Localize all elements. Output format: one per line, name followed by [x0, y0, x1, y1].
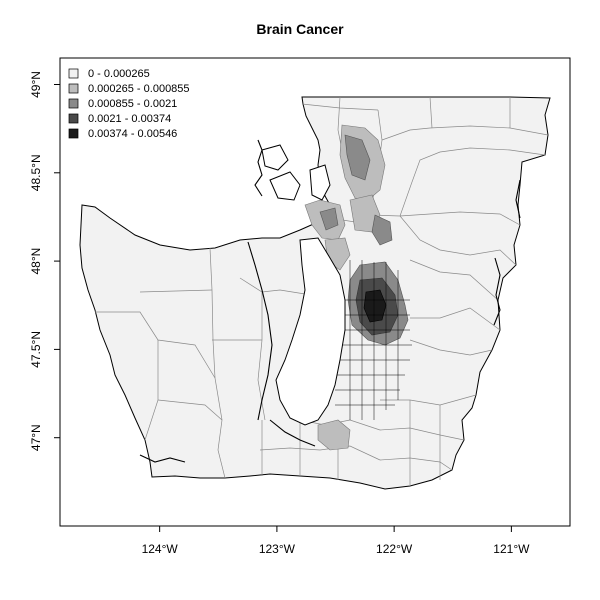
- y-tick-label: 48°N: [29, 248, 43, 275]
- urban-tract-lines: [335, 260, 412, 420]
- legend-swatch: [68, 98, 79, 109]
- legend-label: 0.000265 - 0.000855: [88, 83, 190, 95]
- x-tick-label: 121°W: [493, 542, 530, 556]
- y-tick-label: 47.5°N: [29, 331, 43, 368]
- legend-item: 0.000855 - 0.0021: [68, 98, 177, 110]
- y-tick-label: 47°N: [29, 424, 43, 451]
- legend-label: 0.0021 - 0.00374: [88, 113, 171, 125]
- legend-swatch: [68, 113, 79, 124]
- legend: 0 - 0.000265 0.000265 - 0.000855 0.00085…: [68, 68, 190, 140]
- x-axis: 124°W 123°W 122°W 121°W: [142, 526, 530, 556]
- x-tick-label: 123°W: [259, 542, 296, 556]
- plot-frame: [59, 57, 571, 527]
- legend-item: 0.00374 - 0.00546: [68, 128, 177, 140]
- county-boundaries: [95, 96, 549, 486]
- legend-swatch: [68, 128, 79, 139]
- x-tick-label: 122°W: [376, 542, 413, 556]
- legend-item: 0.000265 - 0.000855: [68, 83, 190, 95]
- map-title: Brain Cancer: [256, 21, 344, 37]
- tracts-class-5: [363, 289, 387, 323]
- legend-swatch: [68, 83, 79, 94]
- legend-swatch: [68, 68, 79, 79]
- y-axis: 47°N 47.5°N 48°N 48.5°N 49°N: [29, 71, 60, 451]
- x-tick-label: 124°W: [142, 542, 179, 556]
- legend-label: 0.00374 - 0.00546: [88, 128, 177, 140]
- legend-item: 0.0021 - 0.00374: [68, 113, 171, 125]
- legend-label: 0.000855 - 0.0021: [88, 98, 177, 110]
- legend-label: 0 - 0.000265: [88, 68, 150, 80]
- region-map: [79, 96, 551, 490]
- puget-sound: [261, 144, 346, 426]
- legend-item: 0 - 0.000265: [68, 68, 150, 80]
- y-tick-label: 48.5°N: [29, 154, 43, 191]
- y-tick-label: 49°N: [29, 71, 43, 98]
- coastline: [139, 139, 521, 463]
